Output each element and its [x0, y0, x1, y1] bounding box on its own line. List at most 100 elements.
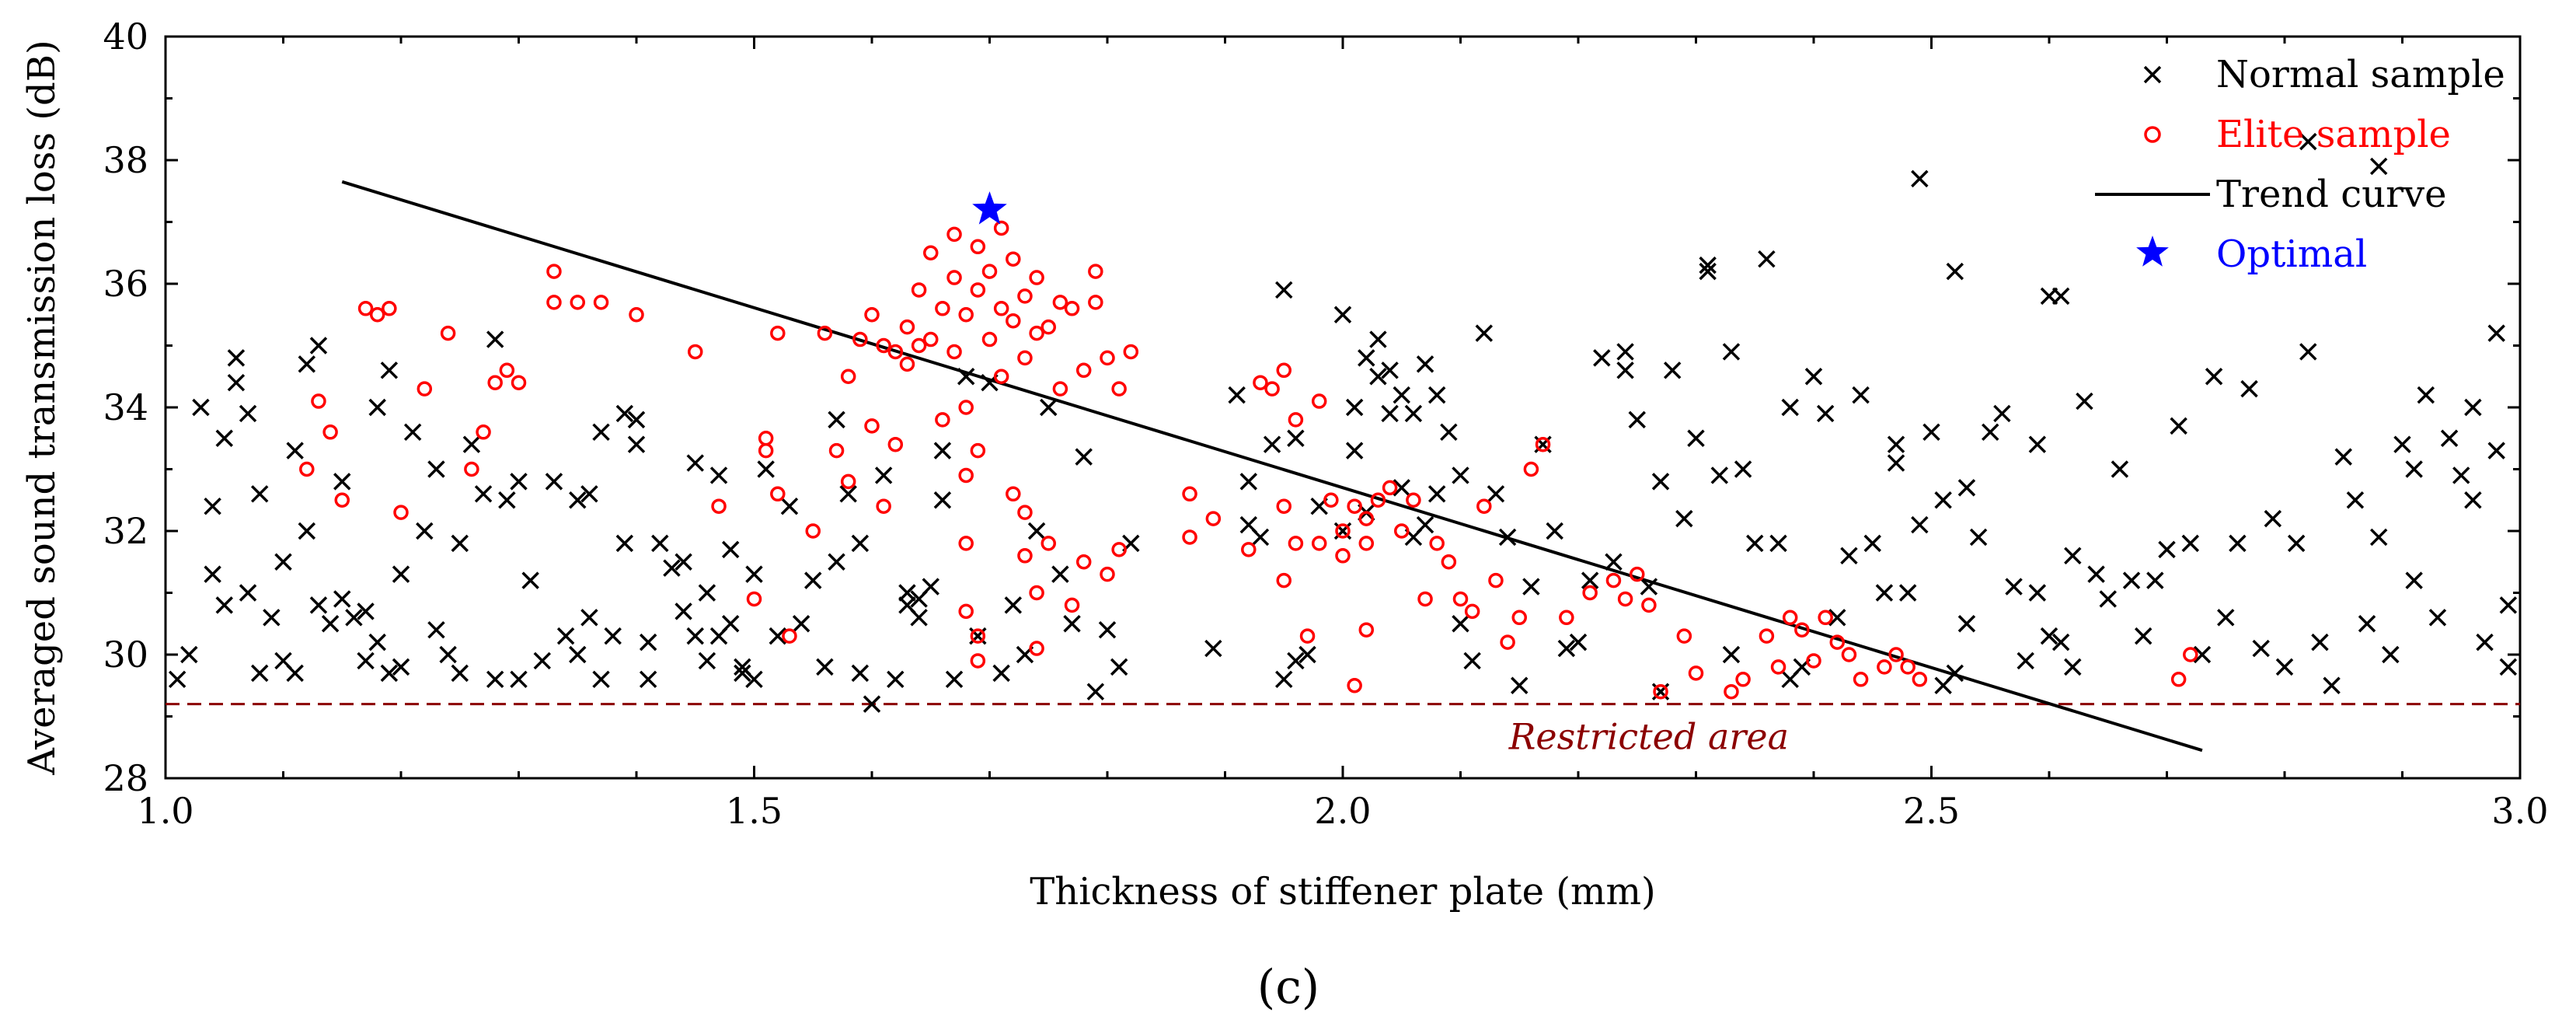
normal-sample-point — [2051, 633, 2070, 651]
elite-sample-point — [899, 356, 915, 372]
elite-sample-point — [1358, 536, 1375, 551]
normal-sample-point — [569, 645, 587, 664]
normal-sample-point — [486, 670, 504, 689]
elite-sample-point — [828, 442, 845, 459]
elite-sample-point — [464, 461, 479, 477]
normal-sample-point — [2428, 609, 2447, 627]
elite-sample-point — [958, 400, 974, 415]
elite-sample-point — [958, 536, 974, 551]
elite-sample-point — [1641, 597, 1657, 613]
normal-sample-point — [1204, 639, 1222, 658]
normal-sample-point — [2040, 627, 2058, 645]
normal-sample-point — [580, 609, 598, 627]
elite-sample-point — [1064, 301, 1080, 316]
normal-sample-point — [1251, 528, 1270, 547]
normal-sample-point — [227, 373, 246, 392]
normal-sample-point — [1063, 615, 1081, 633]
normal-sample-point — [533, 651, 552, 670]
normal-sample-point — [227, 349, 246, 367]
elite-sample-point — [1100, 566, 1115, 582]
normal-sample-point — [1957, 615, 1976, 633]
elite-sample-point — [840, 473, 856, 490]
elite-sample-point — [993, 301, 1009, 316]
elite-sample-point — [1382, 480, 1398, 496]
elite-sample-point — [629, 307, 644, 323]
normal-sample-point — [286, 664, 304, 683]
elite-sample-point — [1182, 529, 1197, 545]
elite-sample-point — [711, 498, 727, 514]
normal-sample-point — [2229, 534, 2247, 553]
normal-sample-point — [839, 485, 857, 503]
elite-sample-point — [1335, 523, 1351, 539]
normal-sample-point — [298, 522, 316, 540]
elite-sample-point — [1017, 548, 1033, 564]
normal-sample-point — [2181, 534, 2200, 553]
elite-sample-point — [770, 486, 786, 502]
optimal-point — [972, 191, 1007, 225]
elite-sample-point — [440, 325, 456, 341]
normal-sample-point — [922, 578, 939, 596]
normal-sample-point — [1781, 398, 1799, 417]
normal-sample-point — [1887, 435, 1905, 453]
normal-sample-point — [2170, 417, 2187, 435]
normal-sample-point — [250, 485, 269, 503]
normal-sample-point — [2405, 571, 2423, 589]
normal-sample-point — [427, 620, 445, 639]
x-tick-label: 3.0 — [2491, 790, 2548, 832]
elite-sample-point — [864, 418, 880, 434]
elite-sample-point — [993, 369, 1009, 384]
normal-sample-point — [1287, 429, 1305, 447]
normal-sample-point — [2382, 645, 2400, 664]
normal-sample-point — [1345, 398, 1364, 417]
normal-sample-point — [1498, 528, 1517, 547]
y-tick-label: 34 — [103, 386, 148, 428]
normal-sample-point — [1605, 553, 1623, 571]
legend-label: Normal sample — [2216, 53, 2505, 96]
normal-sample-point — [1699, 256, 1717, 274]
elite-sample-point — [1841, 647, 1857, 662]
elite-sample-point — [1064, 597, 1080, 613]
elite-sample-point — [817, 325, 833, 341]
trend-curve — [341, 180, 2203, 753]
normal-sample-point — [627, 410, 646, 429]
normal-sample-point — [2240, 379, 2258, 398]
elite-sample-point — [946, 226, 962, 243]
elite-sample-point — [382, 301, 397, 316]
normal-sample-point — [1804, 368, 1823, 386]
elite-sample-point — [393, 505, 409, 520]
normal-sample-point — [992, 664, 1010, 683]
normal-sample-point — [451, 664, 469, 683]
normal-sample-point — [1828, 609, 1846, 627]
normal-sample-point — [1911, 169, 1929, 188]
normal-sample-point — [357, 603, 375, 620]
elite-sample-point — [476, 424, 491, 440]
normal-sample-point — [2299, 343, 2317, 361]
normal-sample-point — [2476, 633, 2494, 651]
elite-sample-point — [499, 362, 515, 379]
panel-label: (c) — [1257, 960, 1319, 1015]
elite-sample-point — [1759, 628, 1775, 644]
normal-sample-point — [286, 442, 304, 459]
normal-sample-point — [721, 615, 740, 633]
elite-sample-point — [1288, 536, 1304, 551]
elite-sample-point — [1017, 288, 1033, 304]
normal-sample-point — [2005, 578, 2023, 596]
normal-sample-point — [569, 491, 587, 509]
normal-sample-point — [1004, 596, 1023, 614]
elite-sample-point — [1464, 603, 1480, 620]
x-axis-title: Thickness of stiffener plate (mm) — [1030, 870, 1655, 913]
x-tick-label: 2.5 — [1903, 790, 1960, 832]
normal-sample-point — [1239, 473, 1258, 491]
normal-sample-point — [675, 553, 692, 571]
normal-sample-point — [2064, 658, 2082, 676]
elite-sample-point — [1311, 536, 1327, 551]
normal-sample-point — [2346, 491, 2365, 509]
normal-sample-point — [957, 368, 975, 386]
normal-sample-point — [1675, 509, 1693, 528]
elite-sample-point — [935, 301, 950, 316]
normal-sample-point — [639, 670, 657, 689]
y-tick-label: 28 — [103, 757, 148, 799]
normal-sample-point — [250, 664, 269, 683]
elite-sample-point — [357, 301, 374, 316]
elite-sample-point — [511, 375, 527, 390]
